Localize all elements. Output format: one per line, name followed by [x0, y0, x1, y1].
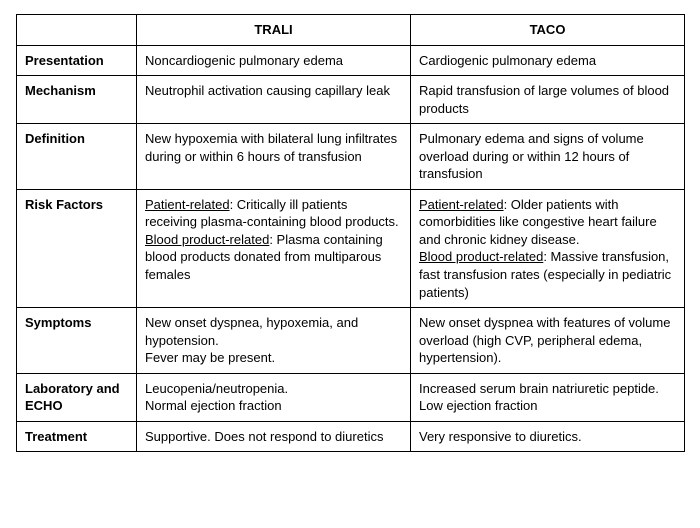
table-row: Laboratory and ECHO Leucopenia/neutropen… — [17, 373, 685, 421]
cell-taco: Increased serum brain natriuretic peptid… — [411, 373, 685, 421]
header-trali: TRALI — [137, 15, 411, 46]
comparison-table: TRALI TACO Presentation Noncardiogenic p… — [16, 14, 685, 452]
symptom-line: New onset dyspnea with features of volum… — [419, 314, 676, 367]
risk-product-label: Blood product-related — [419, 249, 543, 264]
cell-trali: Neutrophil activation causing capillary … — [137, 76, 411, 124]
cell-trali: Supportive. Does not respond to diuretic… — [137, 421, 411, 452]
row-label: Mechanism — [17, 76, 137, 124]
cell-taco: New onset dyspnea with features of volum… — [411, 308, 685, 374]
table-row: Treatment Supportive. Does not respond t… — [17, 421, 685, 452]
cell-taco: Rapid transfusion of large volumes of bl… — [411, 76, 685, 124]
cell-trali: Noncardiogenic pulmonary edema — [137, 45, 411, 76]
cell-trali: New onset dyspnea, hypoxemia, and hypote… — [137, 308, 411, 374]
cell-taco: Very responsive to diuretics. — [411, 421, 685, 452]
lab-line: Low ejection fraction — [419, 397, 676, 415]
table-container: TRALI TACO Presentation Noncardiogenic p… — [0, 0, 700, 466]
lab-line: Leucopenia/neutropenia. — [145, 380, 402, 398]
row-label: Laboratory and ECHO — [17, 373, 137, 421]
header-empty — [17, 15, 137, 46]
table-row: Mechanism Neutrophil activation causing … — [17, 76, 685, 124]
row-label: Treatment — [17, 421, 137, 452]
risk-patient-label: Patient-related — [419, 197, 504, 212]
row-label: Risk Factors — [17, 189, 137, 307]
symptom-line: Fever may be present. — [145, 349, 402, 367]
cell-trali: Patient-related: Critically ill patients… — [137, 189, 411, 307]
risk-product-label: Blood product-related — [145, 232, 269, 247]
cell-trali: Leucopenia/neutropenia. Normal ejection … — [137, 373, 411, 421]
cell-taco: Cardiogenic pulmonary edema — [411, 45, 685, 76]
table-row: Definition New hypoxemia with bilateral … — [17, 124, 685, 190]
table-row: Risk Factors Patient-related: Critically… — [17, 189, 685, 307]
table-row: Presentation Noncardiogenic pulmonary ed… — [17, 45, 685, 76]
lab-line: Increased serum brain natriuretic peptid… — [419, 380, 676, 398]
table-row: Symptoms New onset dyspnea, hypoxemia, a… — [17, 308, 685, 374]
row-label: Presentation — [17, 45, 137, 76]
lab-line: Normal ejection fraction — [145, 397, 402, 415]
header-taco: TACO — [411, 15, 685, 46]
row-label: Symptoms — [17, 308, 137, 374]
table-header-row: TRALI TACO — [17, 15, 685, 46]
row-label: Definition — [17, 124, 137, 190]
symptom-line: New onset dyspnea, hypoxemia, and hypote… — [145, 314, 402, 349]
cell-taco: Pulmonary edema and signs of volume over… — [411, 124, 685, 190]
risk-patient-label: Patient-related — [145, 197, 230, 212]
cell-taco: Patient-related: Older patients with com… — [411, 189, 685, 307]
cell-trali: New hypoxemia with bilateral lung infilt… — [137, 124, 411, 190]
